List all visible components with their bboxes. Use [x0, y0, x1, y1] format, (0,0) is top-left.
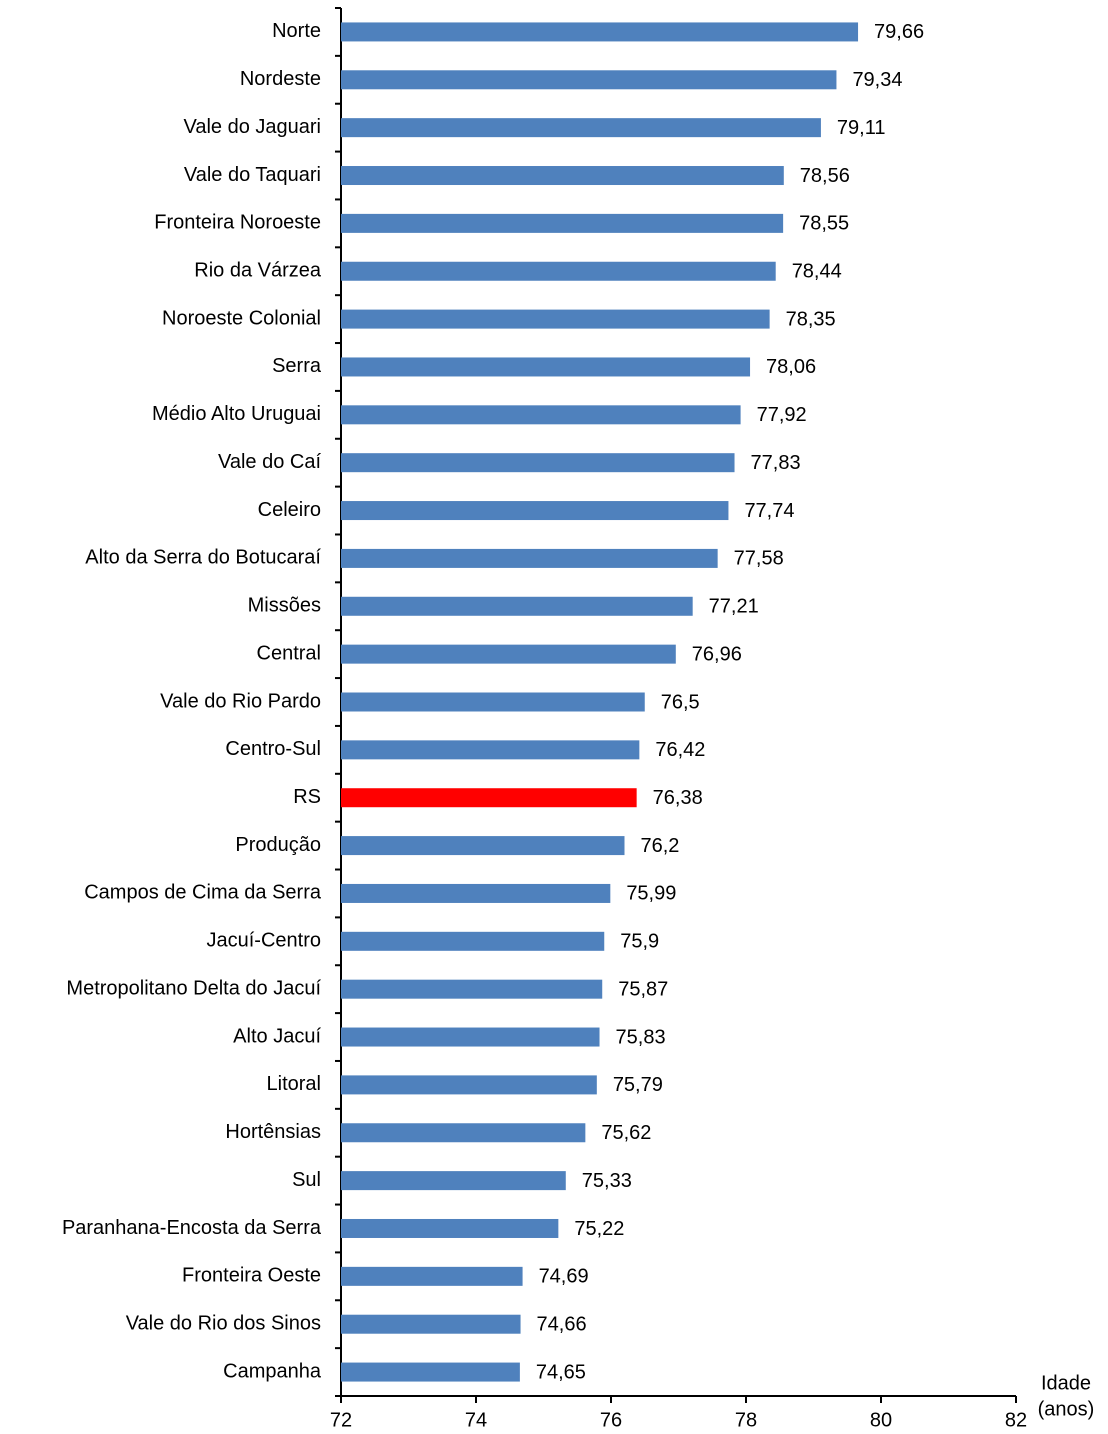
bar — [341, 405, 741, 425]
bar — [341, 118, 821, 138]
value-label: 75,87 — [618, 978, 668, 1000]
x-tick-label: 74 — [465, 1409, 487, 1431]
y-tick-label: Missões — [248, 595, 321, 617]
y-tick-label: RS — [293, 786, 321, 808]
y-tick-label: Fronteira Noroeste — [154, 212, 321, 234]
value-label: 75,83 — [616, 1026, 666, 1048]
y-tick-label: Campanha — [223, 1360, 322, 1382]
bar — [341, 22, 859, 42]
bar — [341, 1075, 597, 1095]
value-label: 78,56 — [800, 165, 850, 187]
x-tick-label: 72 — [330, 1409, 352, 1431]
value-label: 79,34 — [852, 69, 902, 91]
x-tick-label: 82 — [1005, 1409, 1027, 1431]
y-tick-label: Vale do Jaguari — [184, 116, 322, 138]
y-tick-label: Jacuí-Centro — [207, 930, 322, 952]
bar — [341, 883, 611, 903]
y-tick-label: Serra — [272, 355, 322, 377]
y-tick-label: Fronteira Oeste — [182, 1265, 321, 1287]
bar — [341, 501, 729, 521]
value-label: 76,2 — [641, 835, 680, 857]
bar — [341, 692, 645, 712]
value-label: 74,66 — [537, 1313, 587, 1335]
bar — [341, 1218, 559, 1238]
bar — [341, 979, 603, 999]
bar — [341, 740, 640, 760]
y-tick-label: Vale do Rio dos Sinos — [126, 1312, 321, 1334]
value-label: 75,33 — [582, 1170, 632, 1192]
y-tick-label: Rio da Várzea — [194, 260, 322, 282]
y-tick-label: Central — [257, 642, 321, 664]
y-tick-label: Vale do Taquari — [184, 164, 321, 186]
x-axis-label: (anos) — [1038, 1398, 1095, 1420]
y-tick-label: Campos de Cima da Serra — [84, 882, 322, 904]
y-tick-label: Médio Alto Uruguai — [152, 403, 321, 425]
bar — [341, 453, 735, 473]
value-label: 78,44 — [792, 261, 842, 283]
bar — [341, 596, 693, 616]
y-tick-label: Metropolitano Delta do Jacuí — [66, 977, 321, 999]
bar — [341, 644, 676, 664]
value-label: 76,5 — [661, 691, 700, 713]
value-label: 77,83 — [751, 452, 801, 474]
y-tick-label: Centro-Sul — [225, 738, 321, 760]
y-tick-label: Noroeste Colonial — [162, 307, 321, 329]
x-tick-label: 78 — [735, 1409, 757, 1431]
value-label: 75,22 — [574, 1218, 624, 1240]
value-label: 78,35 — [786, 308, 836, 330]
bar — [341, 1123, 586, 1143]
x-axis-label: Idade — [1041, 1372, 1091, 1394]
bar — [341, 548, 718, 568]
bar — [341, 1362, 520, 1382]
value-label: 75,79 — [613, 1074, 663, 1096]
x-tick-label: 76 — [600, 1409, 622, 1431]
value-label: 78,06 — [766, 356, 816, 378]
value-label: 75,9 — [620, 931, 659, 953]
y-tick-label: Paranhana-Encosta da Serra — [62, 1217, 322, 1239]
value-label: 77,21 — [709, 596, 759, 618]
bar — [341, 836, 625, 856]
y-tick-label: Alto da Serra do Botucaraí — [85, 547, 321, 569]
bar — [341, 1171, 566, 1191]
y-tick-label: Produção — [235, 834, 321, 856]
y-tick-label: Nordeste — [240, 68, 321, 90]
bar — [341, 1266, 523, 1286]
bar — [341, 931, 605, 951]
bar — [341, 1314, 521, 1334]
bar — [341, 357, 751, 377]
value-label: 76,42 — [655, 739, 705, 761]
value-label: 79,11 — [837, 117, 886, 139]
bar — [341, 309, 770, 329]
value-label: 76,38 — [653, 787, 703, 809]
value-label: 77,58 — [734, 548, 784, 570]
bar — [341, 788, 637, 808]
y-tick-label: Vale do Rio Pardo — [160, 690, 321, 712]
value-label: 76,96 — [692, 643, 742, 665]
value-label: 74,65 — [536, 1361, 586, 1383]
y-tick-label: Alto Jacuí — [233, 1025, 321, 1047]
bar — [341, 213, 784, 233]
value-label: 77,74 — [744, 500, 794, 522]
y-tick-label: Norte — [272, 20, 321, 42]
bar — [341, 1027, 600, 1047]
y-tick-label: Litoral — [267, 1073, 321, 1095]
y-tick-label: Sul — [292, 1169, 321, 1191]
value-label: 78,55 — [799, 213, 849, 235]
value-label: 75,99 — [626, 883, 676, 905]
bar — [341, 70, 837, 90]
y-tick-label: Vale do Caí — [218, 451, 321, 473]
value-label: 74,69 — [539, 1266, 589, 1288]
y-tick-label: Hortênsias — [225, 1121, 321, 1143]
x-tick-label: 80 — [870, 1409, 892, 1431]
bar — [341, 261, 776, 281]
bar — [341, 166, 784, 186]
y-tick-label: Celeiro — [258, 499, 321, 521]
value-label: 79,66 — [874, 21, 924, 43]
value-label: 77,92 — [757, 404, 807, 426]
value-label: 75,62 — [601, 1122, 651, 1144]
